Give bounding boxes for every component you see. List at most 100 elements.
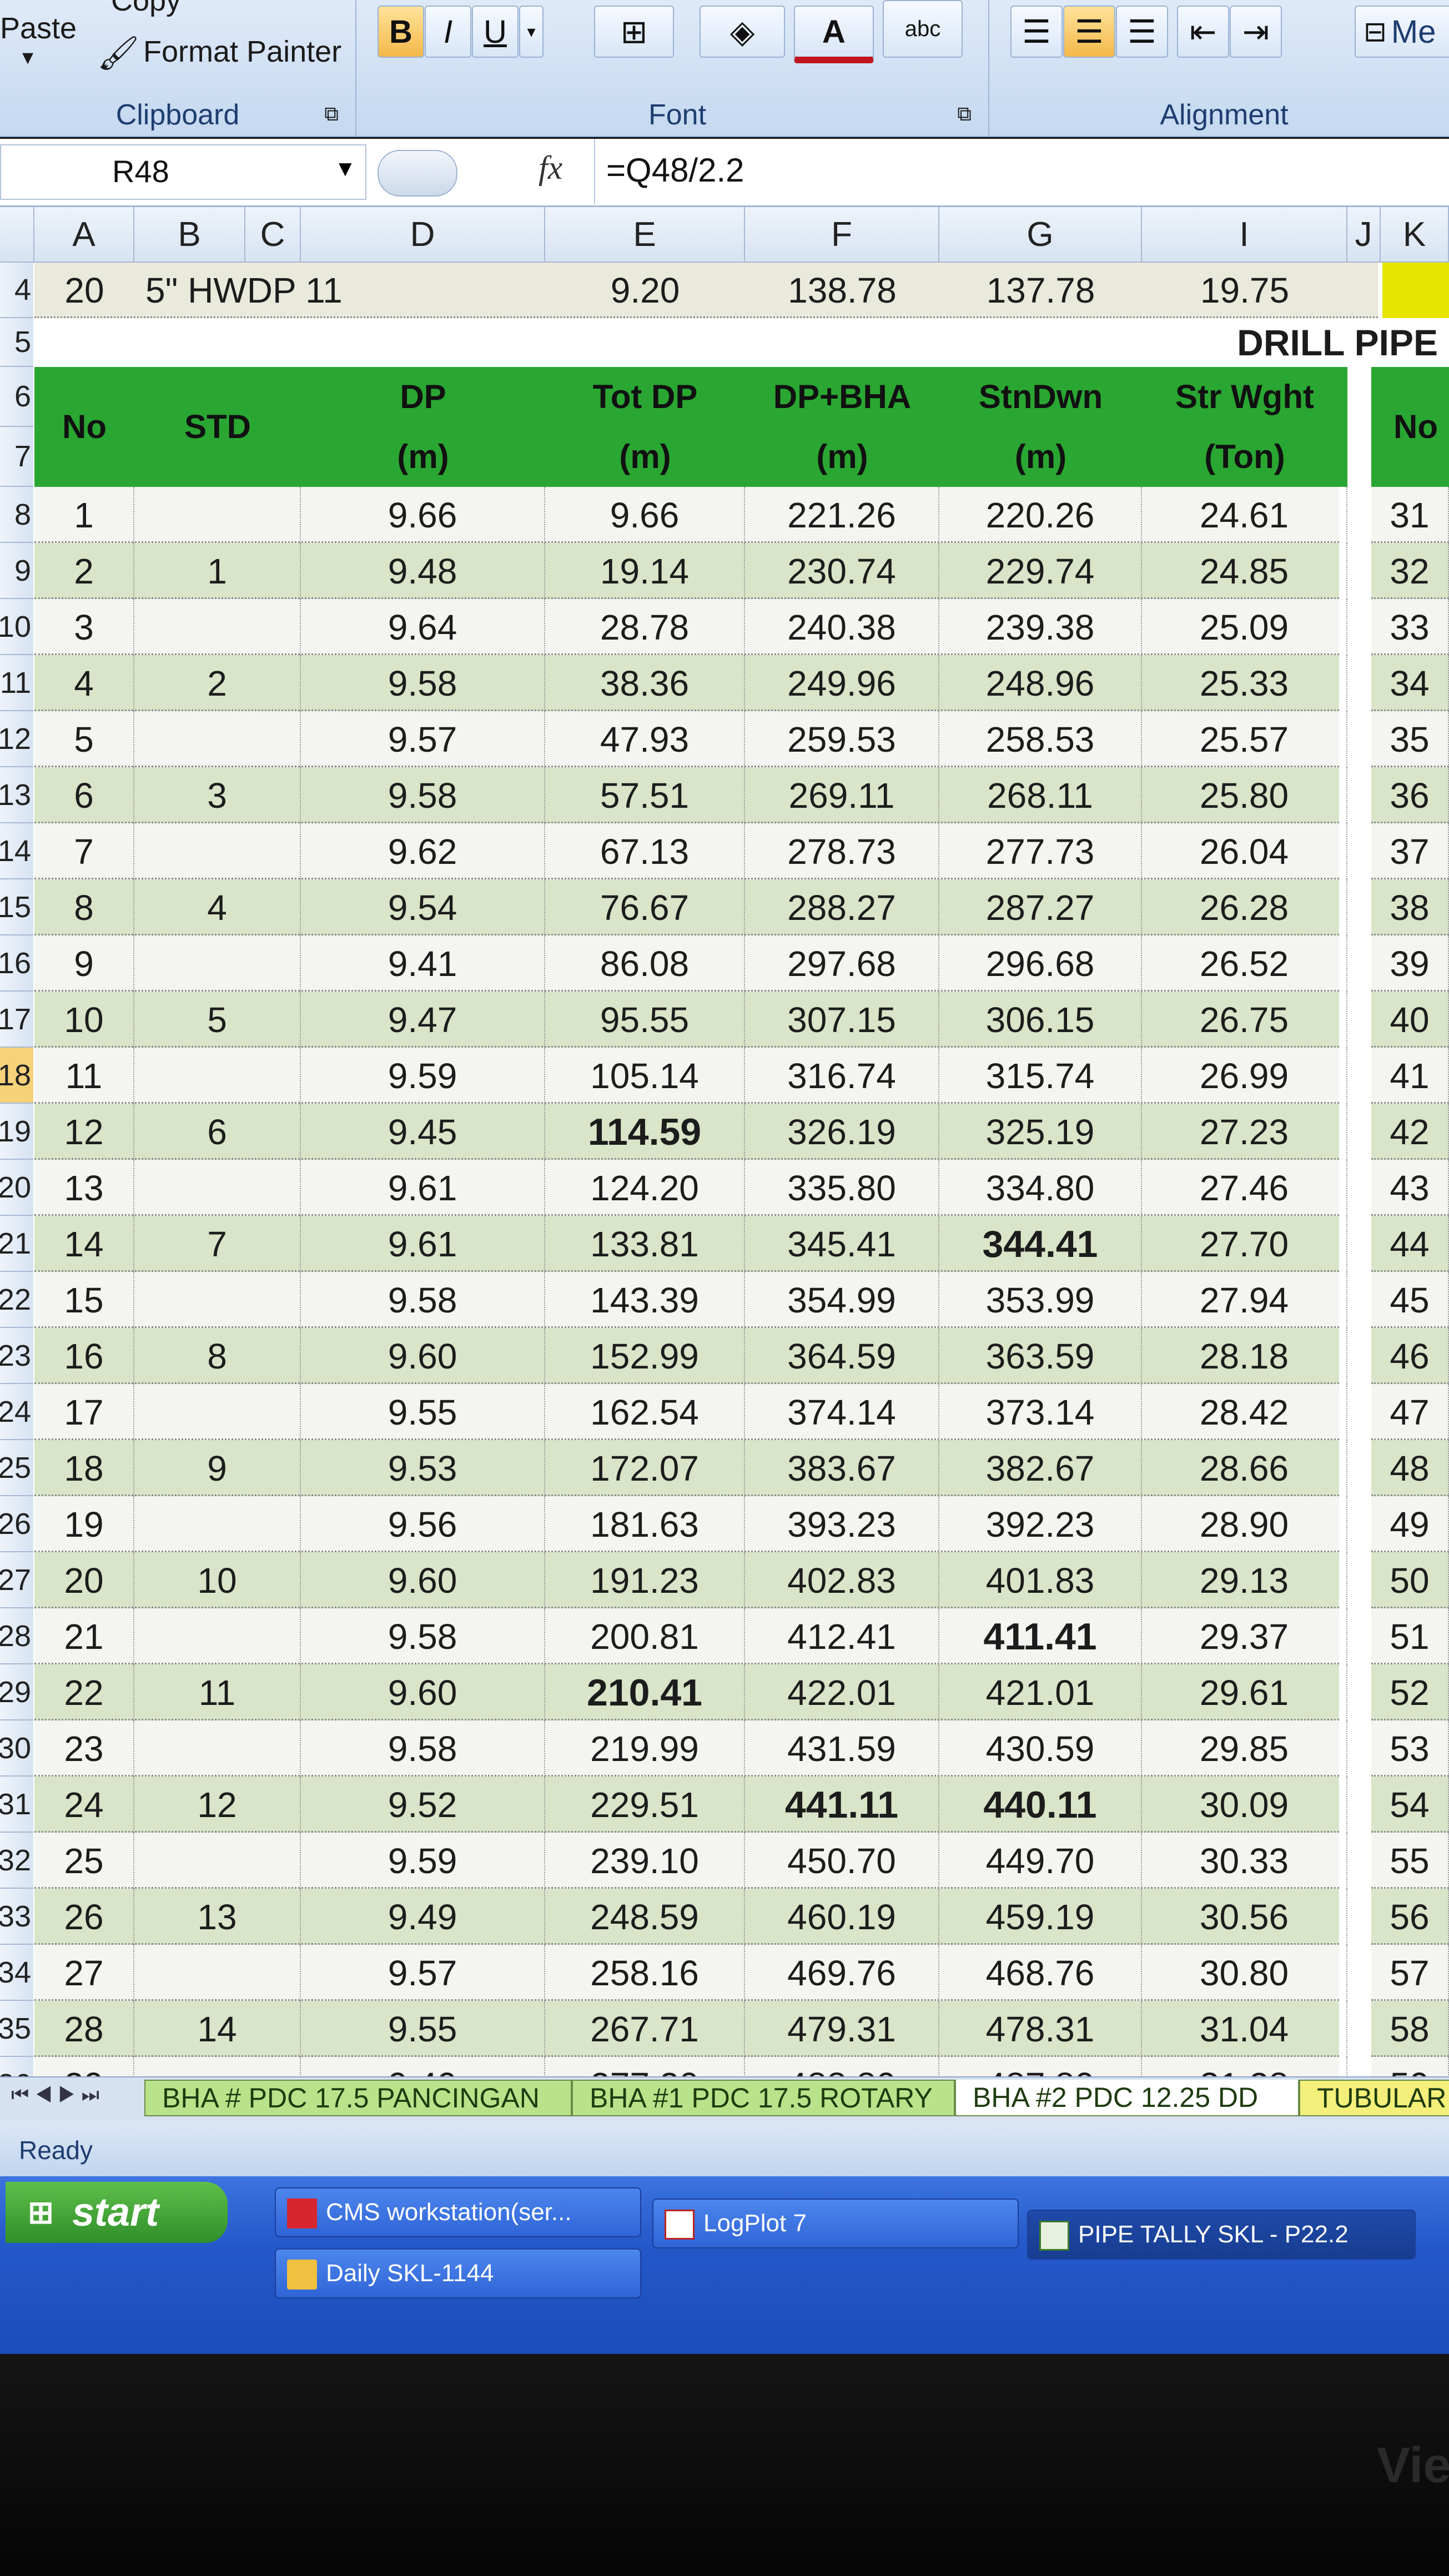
cell-stn-35[interactable]: 478.31 — [939, 2001, 1142, 2057]
cell-std-34[interactable] — [134, 1945, 301, 2001]
underline-dropdown-icon[interactable]: ▾ — [519, 6, 544, 58]
cell-bha-20[interactable]: 335.80 — [745, 1160, 939, 1216]
row-header-9[interactable]: 9 — [0, 543, 33, 599]
row-header-17[interactable]: 17 — [0, 992, 33, 1048]
cell-std-12[interactable] — [134, 711, 301, 767]
column-header-a[interactable]: A — [34, 207, 134, 263]
cell-stn-14[interactable]: 277.73 — [939, 823, 1142, 879]
cell-std-22[interactable] — [134, 1272, 301, 1328]
row-header-8[interactable]: 8 — [0, 487, 33, 543]
row-header-12[interactable]: 12 — [0, 711, 33, 767]
cell-wt-12[interactable]: 25.57 — [1142, 711, 1347, 767]
cell-dp-10[interactable]: 9.64 — [301, 599, 545, 655]
cell-tot-17[interactable]: 95.55 — [545, 992, 745, 1048]
cell-wt-9[interactable]: 24.85 — [1142, 543, 1347, 599]
decrease-indent-icon[interactable]: ⇤ — [1177, 6, 1229, 58]
abc-text-effects-button[interactable]: abc — [883, 0, 963, 58]
cell-no2-27[interactable]: 50 — [1371, 1552, 1449, 1608]
cell-no-19[interactable]: 12 — [34, 1104, 134, 1160]
cell-stn-26[interactable]: 392.23 — [939, 1496, 1142, 1552]
cell-wt-22[interactable]: 27.94 — [1142, 1272, 1347, 1328]
cell-bha-16[interactable]: 297.68 — [745, 935, 939, 992]
cell-no-30[interactable]: 23 — [34, 1720, 134, 1777]
cell-tot-18[interactable]: 105.14 — [545, 1048, 745, 1104]
cell-dp-25[interactable]: 9.53 — [301, 1440, 545, 1496]
cell-no-8[interactable]: 1 — [34, 487, 134, 543]
font-launcher-icon[interactable]: ⧉ — [957, 102, 972, 125]
row-header-30[interactable]: 30 — [0, 1720, 33, 1777]
cell-std-10[interactable] — [134, 599, 301, 655]
cell-no-17[interactable]: 10 — [34, 992, 134, 1048]
cell-dp-16[interactable]: 9.41 — [301, 935, 545, 992]
cell-wt-8[interactable]: 24.61 — [1142, 487, 1347, 543]
cell-stn-15[interactable]: 287.27 — [939, 879, 1142, 935]
cell-no-20[interactable]: 13 — [34, 1160, 134, 1216]
cell-std-35[interactable]: 14 — [134, 2001, 301, 2057]
cell-wt-11[interactable]: 25.33 — [1142, 655, 1347, 711]
cell-no2-33[interactable]: 56 — [1371, 1889, 1449, 1945]
cell-no-23[interactable]: 16 — [34, 1328, 134, 1384]
cell-stn-11[interactable]: 248.96 — [939, 655, 1142, 711]
cell-no2-11[interactable]: 34 — [1371, 655, 1449, 711]
cell-stn-13[interactable]: 268.11 — [939, 767, 1142, 823]
cell-no-10[interactable]: 3 — [34, 599, 134, 655]
cell-f4[interactable]: 138.78 — [788, 270, 897, 310]
cell-bha-13[interactable]: 269.11 — [745, 767, 939, 823]
underline-button[interactable]: U — [472, 6, 519, 58]
row-header-33[interactable]: 33 — [0, 1889, 33, 1945]
cell-tot-30[interactable]: 219.99 — [545, 1720, 745, 1777]
cell-no-35[interactable]: 28 — [34, 2001, 134, 2057]
cell-no2-30[interactable]: 53 — [1371, 1720, 1449, 1777]
cell-no-24[interactable]: 17 — [34, 1384, 134, 1440]
cell-a4[interactable]: 20 — [64, 270, 104, 310]
row-header-31[interactable]: 31 — [0, 1777, 33, 1833]
row-header-29[interactable]: 29 — [0, 1664, 33, 1720]
row-header-21[interactable]: 21 — [0, 1216, 33, 1272]
column-header-e[interactable]: E — [545, 207, 745, 263]
align-center-icon[interactable]: ☰ — [1063, 6, 1115, 58]
cell-no-26[interactable]: 19 — [34, 1496, 134, 1552]
cell-std-21[interactable]: 7 — [134, 1216, 301, 1272]
cell-no-12[interactable]: 5 — [34, 711, 134, 767]
cell-no-32[interactable]: 25 — [34, 1833, 134, 1889]
cell-stn-29[interactable]: 421.01 — [939, 1664, 1142, 1720]
cell-std-18[interactable] — [134, 1048, 301, 1104]
cell-std-28[interactable] — [134, 1608, 301, 1664]
cell-no2-9[interactable]: 32 — [1371, 543, 1449, 599]
sheet-tab-pancingan[interactable]: BHA # PDC 17.5 PANCINGAN — [144, 2080, 572, 2116]
formula-slider-handle[interactable] — [378, 150, 457, 197]
select-all-corner[interactable] — [0, 207, 34, 263]
align-left-icon[interactable]: ☰ — [1010, 6, 1063, 58]
worksheet-grid[interactable]: A B C D E F G I J K 4 20 5" HWDP 11 9.20… — [0, 207, 1449, 2111]
cell-no2-10[interactable]: 33 — [1371, 599, 1449, 655]
cell-stn-12[interactable]: 258.53 — [939, 711, 1142, 767]
cell-std-20[interactable] — [134, 1160, 301, 1216]
cell-no2-31[interactable]: 54 — [1371, 1777, 1449, 1833]
row-header-4[interactable]: 4 — [0, 263, 33, 318]
taskbar-item-cms[interactable]: CMS workstation(ser... — [275, 2187, 641, 2237]
cell-tot-28[interactable]: 200.81 — [545, 1608, 745, 1664]
clipboard-launcher-icon[interactable]: ⧉ — [324, 102, 339, 125]
cell-tot-19[interactable]: 114.59 — [545, 1104, 745, 1160]
cell-stn-18[interactable]: 315.74 — [939, 1048, 1142, 1104]
cell-dp-22[interactable]: 9.58 — [301, 1272, 545, 1328]
cell-std-29[interactable]: 11 — [134, 1664, 301, 1720]
cell-no-29[interactable]: 22 — [34, 1664, 134, 1720]
cell-tot-23[interactable]: 152.99 — [545, 1328, 745, 1384]
row-header-25[interactable]: 25 — [0, 1440, 33, 1496]
cell-tot-10[interactable]: 28.78 — [545, 599, 745, 655]
cell-bha-30[interactable]: 431.59 — [745, 1720, 939, 1777]
cell-tot-26[interactable]: 181.63 — [545, 1496, 745, 1552]
cell-std-23[interactable]: 8 — [134, 1328, 301, 1384]
cell-no2-23[interactable]: 46 — [1371, 1328, 1449, 1384]
name-box-dropdown-icon[interactable]: ▼ — [334, 157, 356, 181]
cell-bha-14[interactable]: 278.73 — [745, 823, 939, 879]
cell-tot-35[interactable]: 267.71 — [545, 2001, 745, 2057]
cell-wt-10[interactable]: 25.09 — [1142, 599, 1347, 655]
row-header-22[interactable]: 22 — [0, 1272, 33, 1328]
cell-tot-22[interactable]: 143.39 — [545, 1272, 745, 1328]
fx-icon[interactable]: fx — [539, 149, 563, 186]
cell-bha-28[interactable]: 412.41 — [745, 1608, 939, 1664]
cell-bha-31[interactable]: 441.11 — [745, 1777, 939, 1833]
cell-e4[interactable]: 9.20 — [610, 270, 680, 310]
